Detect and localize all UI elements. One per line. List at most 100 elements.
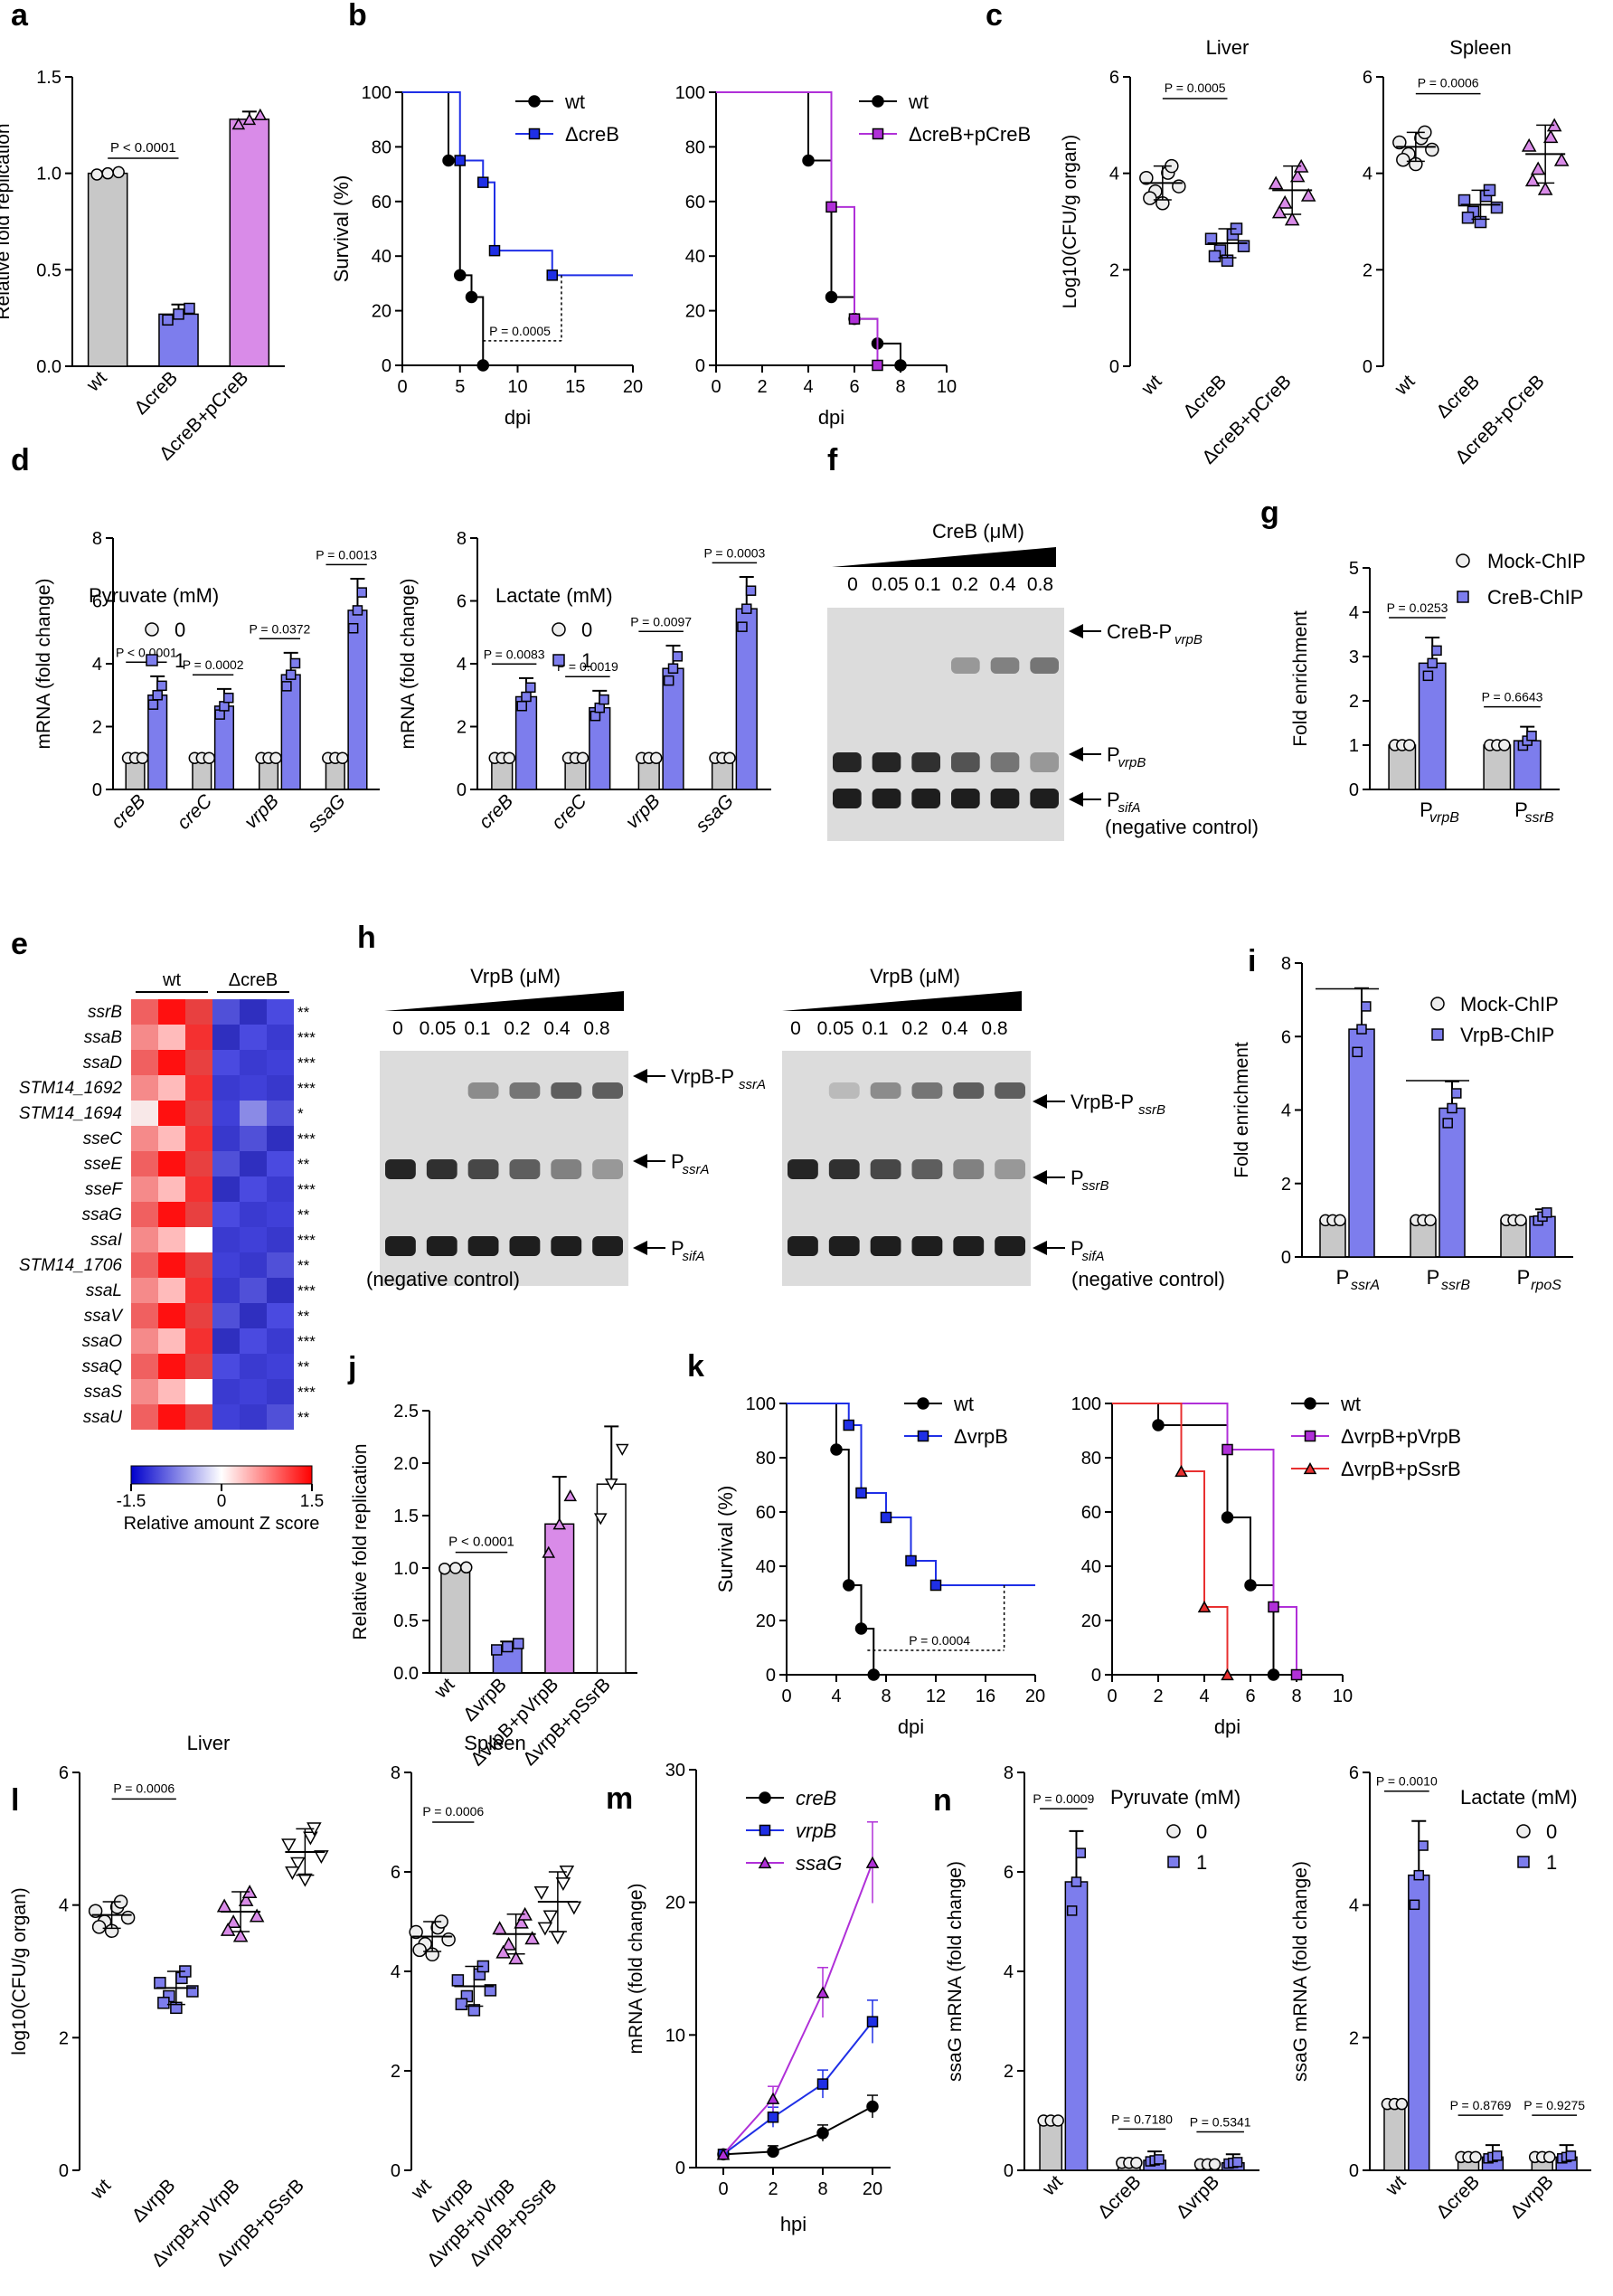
emsa-h1-band [467, 1082, 499, 1099]
data-point-j [552, 1517, 567, 1530]
x-tick-label: 4 [831, 1687, 841, 1706]
heatmap-cell [131, 1278, 158, 1303]
heatmap-cell [240, 1404, 267, 1430]
heatmap-cell [240, 1252, 267, 1278]
data-point-i [1451, 1088, 1462, 1099]
data-point-n1 [1154, 2154, 1165, 2165]
panel-a-ylabel: Relative fold replication [0, 123, 14, 319]
x-tick-label: 8 [1291, 1687, 1301, 1706]
panel-n1-legend-title: Pyruvate (mM) [1110, 1786, 1240, 1809]
bar-n2 [1383, 2102, 1406, 2171]
emsa-h2-arrowhead [1033, 1170, 1047, 1185]
data-point-a [173, 308, 184, 320]
data-point-l2 [441, 1932, 456, 1947]
colorbar-tick-label: 0 [217, 1492, 227, 1511]
data-point-c2 [1521, 137, 1537, 152]
panel-j-y-tick-label: 0.0 [393, 1664, 419, 1684]
legend-marker [1304, 1430, 1316, 1442]
data-point-d2 [723, 751, 736, 764]
category-label: P [1514, 798, 1528, 821]
survival-line-k2 [1112, 1403, 1297, 1675]
heatmap-row-label: ssaB [84, 1028, 123, 1047]
heatmap-cell [158, 1075, 185, 1101]
heatmap-cell [212, 1278, 240, 1303]
panel-g-y-tick-label: 2 [1349, 692, 1359, 712]
emsa-f-arrowhead [1069, 747, 1083, 761]
emsa-f-band [872, 752, 901, 772]
panel-label-j: j [347, 1351, 356, 1385]
heatmap-cell [267, 1303, 294, 1328]
data-point-l2 [550, 1931, 566, 1945]
heatmap-cell [240, 1278, 267, 1303]
survival-line-b1 [402, 91, 633, 277]
data-point-l2 [514, 1914, 529, 1929]
data-point-i [1334, 1214, 1346, 1227]
category-label: wt [1391, 371, 1420, 400]
emsa-h1-gradient-wedge [384, 991, 624, 1011]
category-label: ΔcreB [1432, 371, 1484, 422]
y-tick-label: 100 [1071, 1394, 1101, 1414]
x-tick-label: 12 [926, 1687, 946, 1706]
panel-d2-legend-label: 0 [581, 619, 592, 641]
y-tick-label: 60 [756, 1503, 776, 1523]
panel-n1-y-tick-label: 8 [1004, 1763, 1014, 1783]
emsa-h1-band [551, 1236, 582, 1256]
survival-marker-k1 [843, 1579, 855, 1592]
data-point-d1 [356, 587, 367, 598]
emsa-h1-concentration: 0.1 [464, 1018, 490, 1039]
data-point-n1 [1071, 1876, 1082, 1887]
data-point-g [1431, 645, 1442, 657]
category-label: wt [1382, 2171, 1410, 2200]
emsa-h2-band [870, 1082, 901, 1099]
heatmap-cell [240, 1050, 267, 1075]
category-label: wt [1137, 371, 1166, 400]
emsa-h2-band [911, 1159, 943, 1179]
heatmap-star: ** [297, 1206, 310, 1224]
data-point-c1 [1271, 204, 1288, 219]
panel-label-g: g [1260, 496, 1279, 530]
survival-marker-b2 [848, 313, 861, 325]
heatmap-cell [131, 999, 158, 1025]
data-point-d1 [289, 657, 301, 669]
data-point-l1 [154, 1977, 166, 1989]
survival-line-k2 [1112, 1403, 1229, 1675]
bar-i [1348, 1028, 1375, 1258]
legend-marker [1304, 1397, 1316, 1410]
heatmap-cell [158, 1379, 185, 1404]
bar-g [1418, 662, 1447, 790]
data-point-a [242, 112, 257, 126]
data-point-l2 [524, 1931, 540, 1945]
category-label-subscript: vrpB [1429, 810, 1459, 826]
data-point-a [253, 108, 268, 120]
emsa-f-concentration: 0.4 [989, 574, 1016, 595]
data-point-i [1447, 1102, 1457, 1114]
survival-marker-k2 [1221, 1668, 1234, 1681]
heatmap-star: ** [297, 1308, 310, 1325]
panel-label-b: b [348, 0, 367, 33]
data-point-a [90, 168, 103, 181]
heatmap-cell [158, 1354, 185, 1379]
emsa-h2-concentration: 0.8 [981, 1018, 1007, 1039]
heatmap-star: *** [297, 1181, 316, 1198]
bar-j [440, 1567, 471, 1674]
panel-label-l: l [11, 1783, 19, 1818]
heatmap-row-label: ssaQ [82, 1357, 123, 1376]
y-tick-label: 60 [372, 193, 391, 213]
heatmap-cell [212, 1202, 240, 1227]
legend-label: vrpB [796, 1819, 836, 1842]
y-tick-label: 80 [372, 137, 391, 157]
emsa-h2-concentration: 0 [790, 1018, 801, 1039]
x-tick-label: 2 [768, 2179, 778, 2199]
heatmap-row-label: STM14_1694 [19, 1104, 122, 1123]
data-point-m [767, 2112, 779, 2123]
emsa-h1-arrowhead [633, 1154, 647, 1168]
emsa-h1-band-label-sub: ssrA [739, 1077, 766, 1092]
y-tick-label: 20 [685, 302, 705, 322]
p-value-d1: P < 0.0001 [116, 645, 177, 659]
data-point-j [491, 1644, 503, 1656]
heatmap-row-label: sseF [85, 1180, 124, 1199]
panel-d1-y-tick-label: 0 [92, 780, 102, 800]
data-point-n1 [1208, 2158, 1222, 2171]
panel-n2-y-tick-label: 0 [1349, 2161, 1359, 2181]
emsa-f-band [990, 789, 1020, 808]
